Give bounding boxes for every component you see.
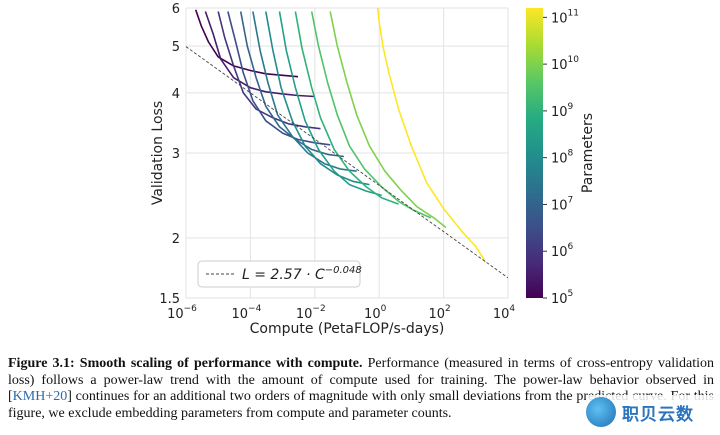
colorbar-tick-exp: 10 xyxy=(568,55,580,65)
colorbar-tick-label: 1011 xyxy=(551,8,579,26)
series-line xyxy=(329,11,447,229)
y-tick-label: 3 xyxy=(172,147,180,162)
colorbar-tick-base: 10 xyxy=(551,11,568,26)
y-tick-label: 2 xyxy=(172,232,180,247)
y-tick-label: 6 xyxy=(172,2,180,17)
x-tick-label: 100 xyxy=(364,304,387,322)
y-tick-label: 5 xyxy=(172,40,180,55)
watermark-logo-icon xyxy=(586,397,616,427)
x-tick-label: 10−4 xyxy=(231,304,261,322)
x-tick-base: 10 xyxy=(364,307,381,322)
colorbar-tick-base: 10 xyxy=(551,105,568,120)
colorbar-tick-label: 1010 xyxy=(551,55,579,73)
x-tick-base: 10 xyxy=(493,307,510,322)
series-line xyxy=(294,11,399,205)
colorbar-tick-exp: 7 xyxy=(568,195,574,205)
x-tick-base: 10 xyxy=(428,307,445,322)
colorbar-tick-label: 107 xyxy=(551,195,573,213)
colorbar-tick-exp: 11 xyxy=(568,8,579,18)
x-tick-label: 102 xyxy=(428,304,450,322)
colorbar-tick-base: 10 xyxy=(551,198,568,213)
series-line xyxy=(265,11,370,186)
x-tick-label: 10−2 xyxy=(296,304,326,322)
colorbar xyxy=(526,8,543,298)
series-line xyxy=(239,11,345,158)
series-line xyxy=(278,11,382,197)
colorbar-tick-exp: 5 xyxy=(568,289,574,299)
caption-title: Figure 3.1: Smooth scaling of performanc… xyxy=(8,356,363,371)
citation-link[interactable]: KMH+20 xyxy=(12,389,68,404)
y-tick-label: 1.5 xyxy=(159,292,180,307)
colorbar-tick-exp: 6 xyxy=(568,242,574,252)
x-tick-exp: −2 xyxy=(312,304,325,314)
watermark: 职贝云数 xyxy=(586,395,714,429)
colorbar-tick-base: 10 xyxy=(551,292,568,307)
x-tick-base: 10 xyxy=(167,307,184,322)
caption-text-2: ] continues for an additional two orders… xyxy=(8,389,714,421)
series-line xyxy=(310,11,432,219)
grid xyxy=(185,7,509,299)
series-line xyxy=(217,11,321,130)
x-tick-exp: 4 xyxy=(509,304,515,314)
colorbar-tick-label: 105 xyxy=(551,289,573,307)
frontier-line xyxy=(186,46,508,279)
caption-text-1: Performance (measured in terms of cross-… xyxy=(8,356,715,404)
colorbar-tick-label: 108 xyxy=(551,149,574,167)
curves xyxy=(194,8,487,263)
x-tick-base: 10 xyxy=(296,307,313,322)
colorbar-tick-exp: 8 xyxy=(568,149,574,159)
y-axis-ticks: 1.5 2 3 4 5 6 xyxy=(159,2,180,307)
y-axis-label: Validation Loss xyxy=(150,101,166,205)
legend-label: L = 2.57 · C−0.048 xyxy=(242,265,362,283)
x-tick-exp: 2 xyxy=(445,304,451,314)
series-line xyxy=(376,8,487,263)
x-tick-label: 104 xyxy=(493,304,516,322)
series-line xyxy=(252,11,357,172)
figure: 10−6 10−4 10−2 100 102 104 1.5 2 3 4 5 6 L = 2.57 … xyxy=(150,2,596,337)
series-line xyxy=(204,11,315,98)
y-tick-label: 4 xyxy=(172,87,180,102)
legend-box xyxy=(197,260,361,288)
colorbar-tick-base: 10 xyxy=(551,245,568,260)
x-axis-ticks: 10−6 10−4 10−2 100 102 104 xyxy=(167,304,515,322)
colorbar-tick-base: 10 xyxy=(551,152,568,167)
x-tick-label: 10−6 xyxy=(167,304,197,322)
x-tick-exp: −4 xyxy=(248,304,262,314)
watermark-text: 职贝云数 xyxy=(622,404,694,425)
figure-caption: Figure 3.1: Smooth scaling of performanc… xyxy=(8,356,714,422)
legend: L = 2.57 · C−0.048 xyxy=(197,260,362,288)
x-tick-exp: 0 xyxy=(381,304,387,314)
x-tick-base: 10 xyxy=(231,307,248,322)
colorbar-tick-label: 109 xyxy=(551,102,574,120)
series-line xyxy=(227,11,331,146)
colorbar-tick-label: 106 xyxy=(551,242,574,260)
x-tick-exp: −6 xyxy=(184,304,198,314)
x-axis-label: Compute (PetaFLOP/s-days) xyxy=(250,321,445,337)
colorbar-tick-exp: 9 xyxy=(568,102,574,112)
colorbar-label: Parameters xyxy=(580,113,596,193)
colorbar-tick-base: 10 xyxy=(551,58,568,73)
